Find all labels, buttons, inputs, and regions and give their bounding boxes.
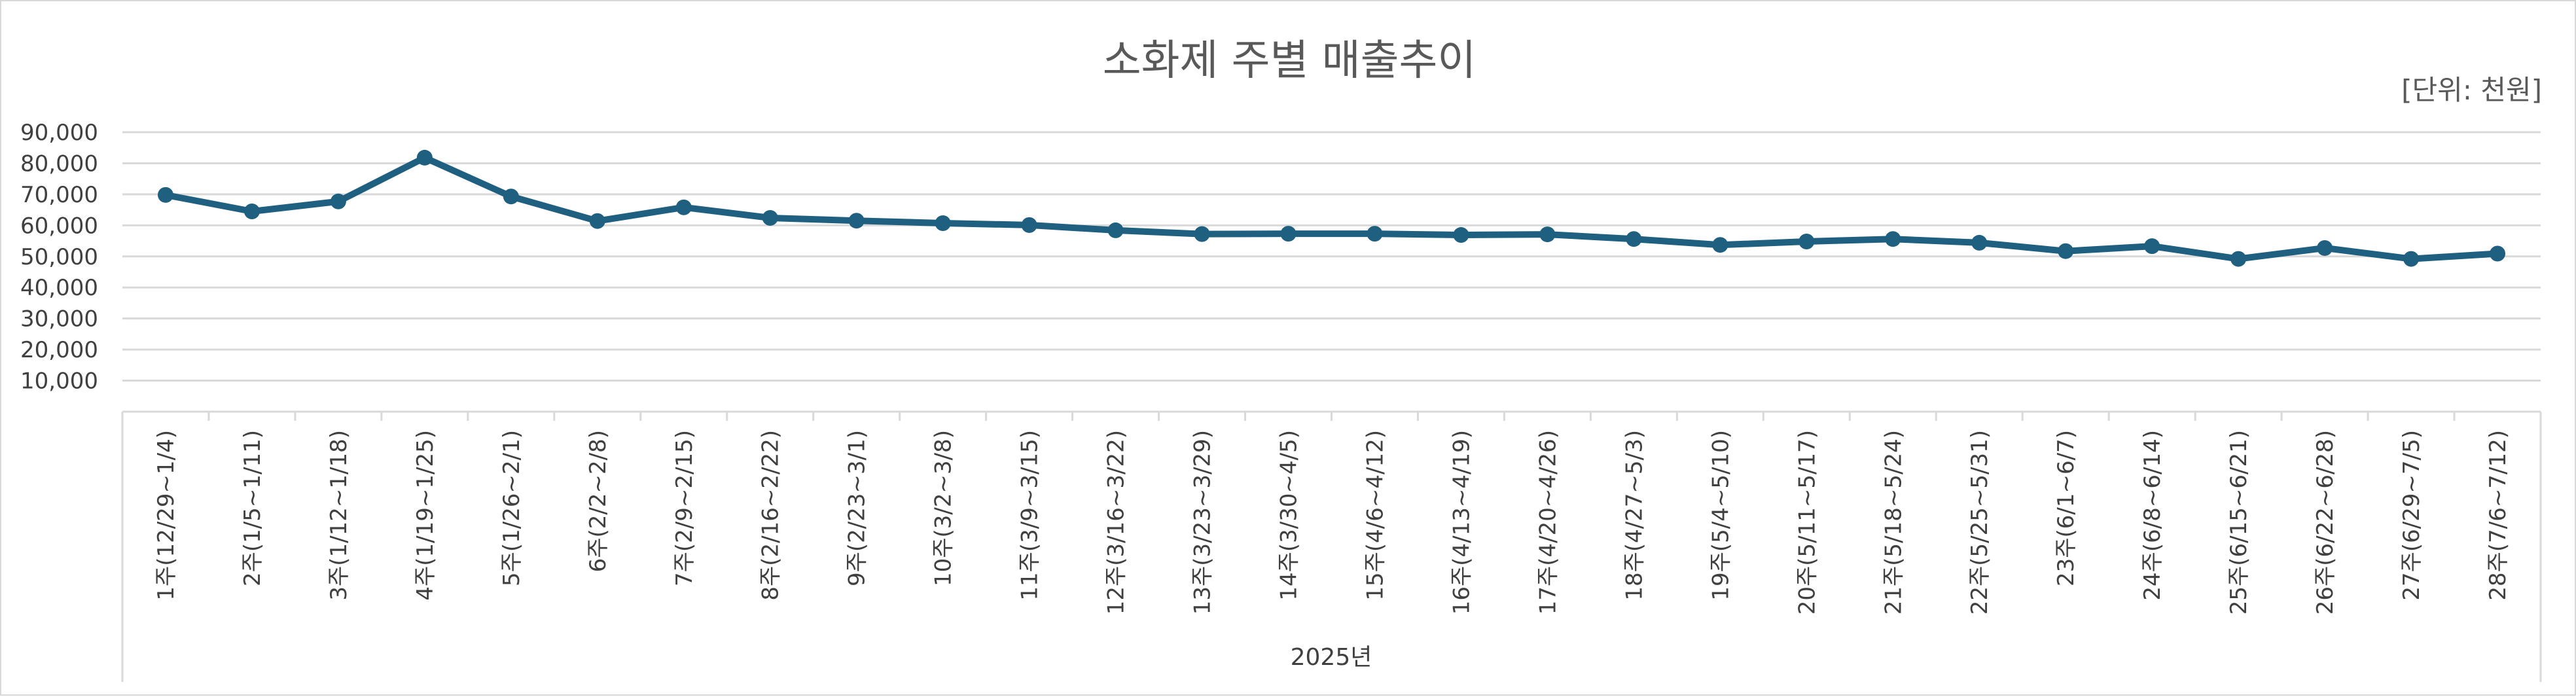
category-label: 22주(5/25~5/31) xyxy=(1967,430,1993,615)
unit-label: [단위: 천원] xyxy=(2401,74,2542,106)
category-label: 21주(5/18~5/24) xyxy=(1880,430,1906,615)
data-point xyxy=(1971,234,1988,251)
y-tick-label: 90,000 xyxy=(20,120,98,146)
y-tick-label: 60,000 xyxy=(20,213,98,239)
category-label: 17주(4/20~4/26) xyxy=(1535,430,1561,615)
y-tick-label: 50,000 xyxy=(20,244,98,270)
data-point xyxy=(1712,237,1728,253)
data-point xyxy=(2490,245,2506,262)
gridlines xyxy=(122,131,2541,382)
category-label: 27주(6/29~7/5) xyxy=(2399,430,2425,601)
year-group-label: 2025년 xyxy=(1291,644,1372,671)
category-label: 13주(3/23~3/29) xyxy=(1190,430,1216,615)
category-label: 19주(5/4~5/10) xyxy=(1708,430,1734,601)
category-label: 26주(6/22~6/28) xyxy=(2312,430,2338,615)
category-label: 10주(3/2~3/8) xyxy=(931,430,957,586)
category-label: 8주(2/16~2/22) xyxy=(758,430,784,601)
y-tick-label: 70,000 xyxy=(20,182,98,208)
category-label: 16주(4/13~4/19) xyxy=(1448,430,1475,615)
data-point xyxy=(2058,243,2074,259)
y-axis-tick-labels: 10,000 20,000 30,000 40,000 50,000 60,000 70,0… xyxy=(20,120,98,395)
category-label: 5주(1/26~2/1) xyxy=(499,430,525,586)
data-point xyxy=(2403,251,2420,267)
y-tick-label: 80,000 xyxy=(20,151,98,177)
category-label: 4주(1/19~1/25) xyxy=(412,430,438,601)
data-point xyxy=(935,215,951,232)
category-label: 20주(5/11~5/17) xyxy=(1794,430,1820,615)
category-label: 28주(7/6~7/12) xyxy=(2485,430,2511,601)
data-point xyxy=(762,209,778,226)
category-label: 1주(12/29~1/4) xyxy=(153,430,179,601)
data-point xyxy=(1798,234,1815,250)
data-point xyxy=(1367,226,1383,242)
data-point xyxy=(416,149,433,166)
data-point xyxy=(503,188,519,205)
y-tick-label: 10,000 xyxy=(20,368,98,395)
category-labels: 1주(12/29~1/4) 2주(1/5~1/11) 3주(1/12~1/18) 4주… xyxy=(153,430,2511,615)
y-tick-label: 40,000 xyxy=(20,275,98,301)
category-label: 2주(1/5~1/11) xyxy=(240,430,266,586)
category-label: 9주(2/23~3/1) xyxy=(844,430,870,586)
data-point xyxy=(330,193,346,209)
category-label: 15주(4/6~4/12) xyxy=(1362,430,1388,601)
y-tick-label: 20,000 xyxy=(20,337,98,363)
category-label: 3주(1/12~1/18) xyxy=(326,430,352,601)
y-tick-label: 30,000 xyxy=(20,306,98,332)
category-label: 18주(4/27~5/3) xyxy=(1621,430,1647,601)
data-point xyxy=(589,213,605,229)
category-label: 12주(3/16~3/22) xyxy=(1103,430,1130,615)
data-point xyxy=(1194,226,1210,242)
data-point xyxy=(1453,227,1469,243)
data-point xyxy=(1107,222,1124,238)
category-label: 6주(2/2~2/8) xyxy=(585,430,611,572)
category-label: 7주(2/9~2/15) xyxy=(671,430,698,586)
data-point xyxy=(1626,231,1642,247)
data-point xyxy=(2317,240,2333,256)
data-point xyxy=(1280,226,1297,242)
data-point xyxy=(848,213,865,229)
data-point xyxy=(1885,231,1901,247)
category-label: 11주(3/9~3/15) xyxy=(1017,430,1043,601)
data-point xyxy=(1021,217,1037,233)
category-axis-frame xyxy=(121,410,2542,682)
category-label: 14주(3/30~4/5) xyxy=(1276,430,1302,601)
category-label: 24주(6/8~6/14) xyxy=(2139,430,2166,601)
series-line xyxy=(162,154,2501,262)
category-label: 23주(6/1~6/7) xyxy=(2053,430,2079,586)
category-label: 25주(6/15~6/21) xyxy=(2226,430,2252,615)
data-point xyxy=(243,203,260,219)
chart-title: 소화제 주별 매출추이 xyxy=(1103,37,1476,85)
data-point xyxy=(1539,226,1556,243)
data-point xyxy=(2230,251,2247,267)
data-point xyxy=(157,187,173,203)
sales-series xyxy=(157,149,2506,267)
data-point xyxy=(2144,238,2160,255)
data-point xyxy=(675,199,692,215)
